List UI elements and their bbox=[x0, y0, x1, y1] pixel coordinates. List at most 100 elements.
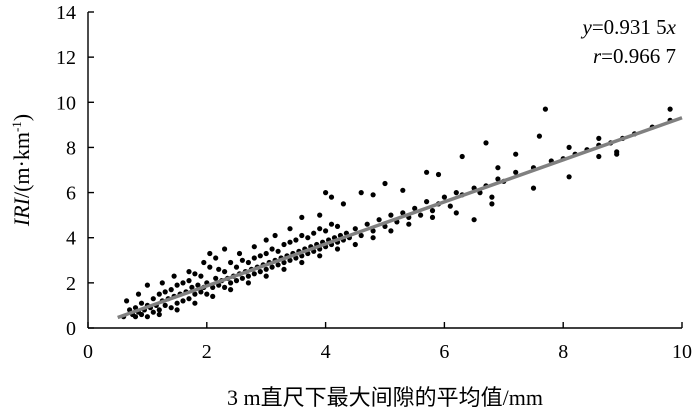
data-point bbox=[269, 264, 275, 270]
data-point bbox=[174, 307, 180, 313]
data-point bbox=[495, 165, 501, 171]
data-point bbox=[236, 250, 243, 257]
data-point bbox=[156, 311, 162, 318]
equation-annotation: y=0.931 5x bbox=[581, 15, 677, 39]
y-tick-label: 14 bbox=[56, 2, 76, 24]
data-point bbox=[536, 133, 543, 139]
data-point bbox=[263, 273, 269, 279]
data-point bbox=[156, 291, 162, 297]
data-point bbox=[150, 296, 156, 302]
data-point bbox=[299, 214, 305, 220]
data-point bbox=[263, 237, 269, 243]
data-point bbox=[542, 106, 549, 112]
data-point bbox=[150, 309, 156, 315]
data-point bbox=[281, 259, 287, 266]
data-point bbox=[412, 205, 418, 211]
data-point bbox=[459, 153, 465, 160]
data-point bbox=[192, 271, 198, 277]
data-point bbox=[156, 307, 162, 313]
y-axis-title: IRI/(m·km-1) bbox=[9, 114, 34, 227]
data-point bbox=[168, 287, 174, 293]
data-point bbox=[447, 203, 453, 209]
data-point bbox=[269, 246, 275, 252]
equation-value: =0.931 5 bbox=[592, 15, 667, 39]
data-point bbox=[180, 280, 186, 286]
x-axis-title: 3 m直尺下最大间隙的平均值/mm bbox=[227, 385, 543, 410]
data-point bbox=[251, 244, 257, 250]
data-point bbox=[370, 235, 376, 241]
axes bbox=[87, 12, 682, 329]
data-point bbox=[138, 311, 145, 318]
x-tick-label: 6 bbox=[439, 341, 449, 363]
data-point bbox=[281, 266, 287, 272]
data-point bbox=[667, 106, 673, 112]
data-point bbox=[299, 232, 305, 239]
data-point bbox=[281, 241, 287, 248]
data-point bbox=[180, 298, 186, 304]
data-point bbox=[239, 257, 245, 263]
data-point bbox=[228, 287, 234, 293]
data-point bbox=[213, 255, 219, 261]
data-point bbox=[201, 259, 207, 266]
data-point bbox=[228, 280, 234, 286]
x-tick-label: 4 bbox=[321, 341, 331, 363]
data-point bbox=[245, 259, 251, 266]
data-point bbox=[566, 174, 572, 180]
data-point bbox=[483, 140, 489, 146]
y-tick-label: 10 bbox=[56, 92, 76, 114]
data-point bbox=[614, 149, 620, 155]
data-point bbox=[358, 232, 364, 239]
data-point bbox=[323, 190, 329, 196]
data-point bbox=[245, 280, 251, 286]
data-point bbox=[195, 282, 201, 288]
data-point bbox=[376, 217, 382, 223]
data-point bbox=[174, 282, 180, 288]
x-ticks: 0 2 4 6 8 10 bbox=[83, 322, 692, 363]
data-point bbox=[596, 153, 602, 160]
data-point bbox=[299, 259, 305, 266]
data-point bbox=[263, 250, 269, 257]
data-point bbox=[216, 266, 222, 272]
data-point bbox=[530, 185, 537, 191]
data-point bbox=[198, 289, 204, 295]
data-point bbox=[370, 228, 376, 234]
data-point bbox=[213, 275, 219, 281]
y-axis-title-italic: IRI bbox=[9, 196, 34, 227]
data-point bbox=[138, 300, 145, 306]
data-point bbox=[186, 269, 192, 275]
data-point bbox=[272, 232, 278, 239]
data-point bbox=[453, 190, 459, 196]
data-point bbox=[453, 210, 459, 216]
data-point bbox=[186, 278, 192, 284]
data-point bbox=[233, 264, 240, 270]
data-point bbox=[228, 259, 234, 266]
y-tick-label: 6 bbox=[66, 183, 76, 205]
data-point bbox=[352, 226, 358, 232]
data-point bbox=[210, 293, 216, 299]
data-point bbox=[441, 194, 447, 200]
y-tick-label: 0 bbox=[66, 318, 76, 340]
data-point bbox=[144, 282, 150, 288]
data-point bbox=[222, 284, 228, 290]
data-point bbox=[186, 296, 192, 302]
data-point bbox=[263, 266, 269, 272]
data-point bbox=[174, 300, 180, 306]
y-ticks: 0 2 4 6 8 10 12 14 bbox=[56, 2, 94, 340]
data-point bbox=[192, 300, 198, 306]
data-point bbox=[406, 221, 412, 227]
data-point bbox=[489, 194, 495, 200]
y-axis-title-close: ) bbox=[9, 114, 34, 121]
data-point bbox=[251, 255, 257, 261]
x-tick-label: 0 bbox=[83, 341, 93, 363]
data-point bbox=[388, 212, 394, 218]
data-point bbox=[317, 212, 323, 218]
data-point bbox=[222, 269, 228, 275]
data-point bbox=[317, 253, 323, 259]
y-tick-label: 4 bbox=[66, 228, 76, 250]
data-point bbox=[192, 291, 198, 297]
x-tick-label: 10 bbox=[672, 341, 692, 363]
data-point bbox=[159, 280, 165, 286]
data-point bbox=[471, 217, 477, 223]
y-axis-title-unit: /(m·km bbox=[9, 132, 34, 198]
data-point bbox=[382, 180, 388, 187]
